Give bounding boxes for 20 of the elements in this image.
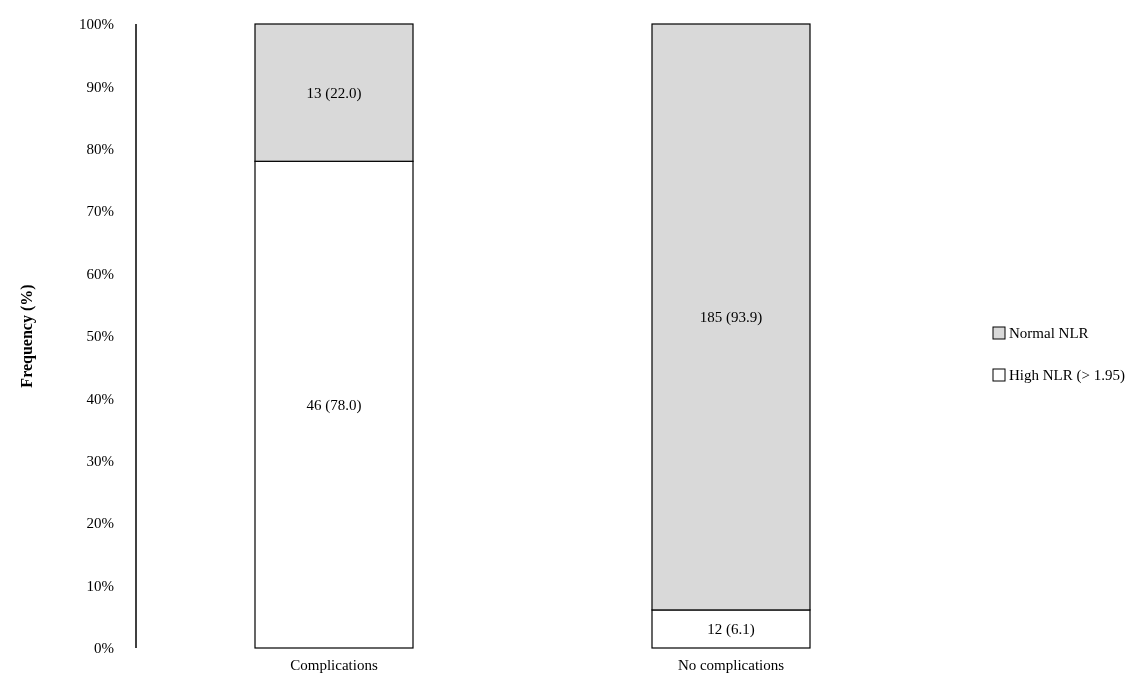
y-tick-label: 100% [79, 16, 114, 33]
y-tick-label: 0% [94, 640, 114, 657]
data-label: 46 (78.0) [306, 396, 362, 414]
data-label: 185 (93.9) [699, 309, 763, 327]
y-tick-label: 50% [86, 328, 114, 345]
data-label: 13 (22.0) [306, 84, 362, 102]
x-tick-label: No complications [677, 657, 785, 673]
y-tick-label: 20% [86, 515, 114, 532]
y-tick-label: 70% [86, 203, 114, 220]
y-tick-label: 40% [86, 390, 114, 407]
data-label: 12 (6.1) [707, 621, 755, 639]
y-tick-label: 10% [86, 577, 114, 594]
legend-label: High NLR (> 1.95) [1009, 367, 1125, 385]
legend-label: Normal NLR [1009, 325, 1089, 342]
y-tick-label: 60% [86, 265, 114, 282]
y-tick-label: 80% [86, 141, 114, 158]
y-tick-label: 90% [86, 78, 114, 95]
y-axis-title: Frequency (%) [18, 284, 36, 388]
y-tick-label: 30% [86, 453, 114, 470]
x-tick-label: Complications [290, 657, 378, 673]
